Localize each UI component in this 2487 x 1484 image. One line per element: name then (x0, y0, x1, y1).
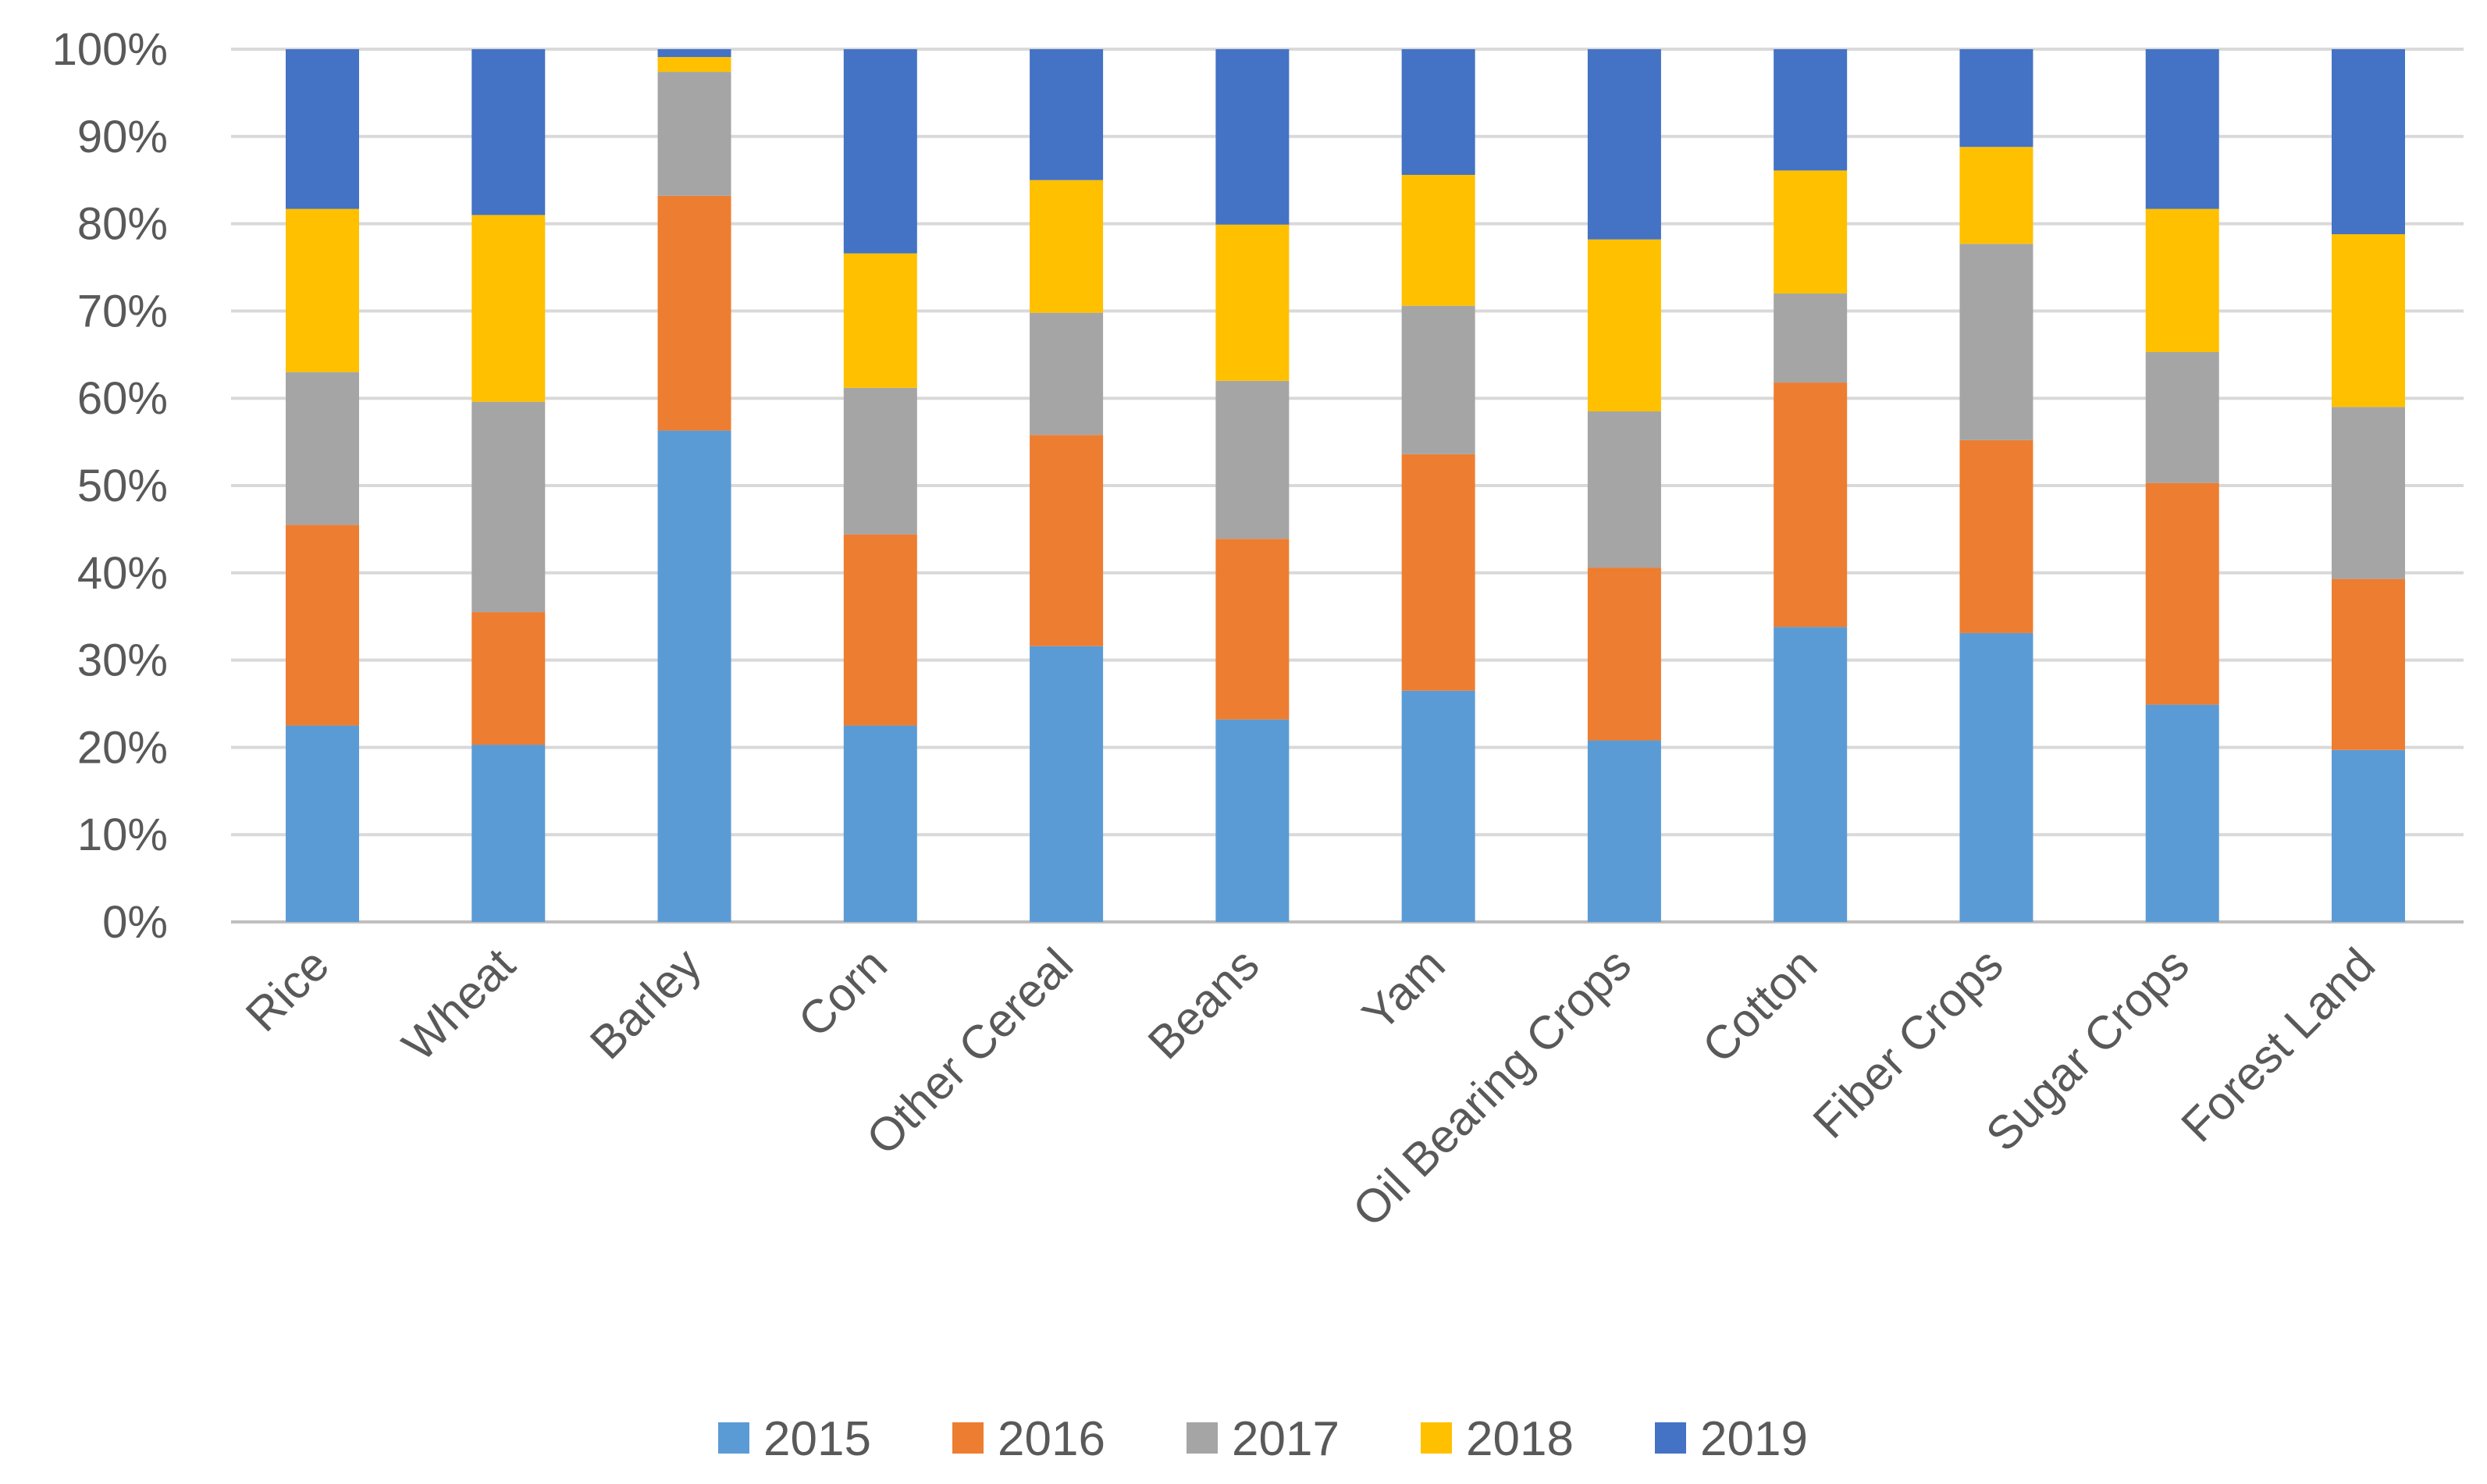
x-tick-label: Yam (1352, 938, 1454, 1041)
x-tick-label: Sugar Crops (1976, 938, 2199, 1162)
bar-corn-2017 (843, 387, 917, 535)
bar-rice-2018 (286, 208, 359, 372)
bar-beans-2016 (1215, 539, 1290, 720)
bar-cotton-2019 (1774, 49, 1848, 171)
bar-forest-land-2017 (2332, 407, 2405, 579)
x-tick-label: Fiber Crops (1803, 938, 2013, 1148)
bar-sugar-crops-2016 (2145, 482, 2219, 705)
bar-oil-bearing-crops-2018 (1587, 239, 1661, 411)
bar-beans-2018 (1215, 224, 1290, 381)
bar-other-cereal-2017 (1030, 312, 1104, 436)
x-tick-label: Cotton (1692, 938, 1827, 1073)
bar-yam-2018 (1401, 174, 1475, 306)
legend-label: 2018 (1466, 1412, 1574, 1466)
y-tick-label: 0% (102, 897, 168, 948)
bar-corn-2016 (843, 534, 917, 726)
bar-barley-2019 (657, 49, 731, 58)
bar-beans-2015 (1215, 719, 1290, 922)
bar-sugar-crops-2017 (2145, 351, 2219, 483)
bar-oil-bearing-crops-2019 (1587, 49, 1661, 240)
bar-fiber-crops-2017 (1959, 244, 2033, 440)
bar-beans-2017 (1215, 380, 1290, 539)
bar-oil-bearing-crops-2017 (1587, 411, 1661, 568)
bar-rice-2017 (286, 372, 359, 525)
bar-sugar-crops-2019 (2145, 49, 2219, 209)
bar-wheat-2019 (471, 49, 546, 215)
bar-barley-2016 (657, 195, 731, 431)
y-tick-label: 40% (77, 548, 168, 599)
bar-fiber-crops-2019 (1959, 49, 2033, 148)
bar-fiber-crops-2016 (1959, 440, 2033, 633)
bar-forest-land-2018 (2332, 234, 2405, 407)
legend: 2015 2016 2017 2018 2019 (718, 1412, 1808, 1466)
bar-beans-2019 (1215, 49, 1290, 225)
bar-fiber-crops-2015 (1959, 632, 2033, 922)
y-tick-label: 20% (77, 722, 168, 773)
bar-fiber-crops-2018 (1959, 147, 2033, 244)
bar-yam-2015 (1401, 690, 1475, 922)
bar-yam-2019 (1401, 49, 1475, 175)
y-tick-label: 100% (52, 24, 168, 75)
bar-rice-2015 (286, 725, 359, 922)
legend-swatch-2018 (1421, 1422, 1452, 1454)
y-tick-label: 90% (77, 112, 168, 162)
bar-wheat-2016 (471, 612, 546, 746)
bar-cotton-2017 (1774, 294, 1848, 383)
y-tick-label: 60% (77, 373, 168, 424)
bar-wheat-2018 (471, 215, 546, 402)
bar-oil-bearing-crops-2015 (1587, 740, 1661, 922)
bar-cotton-2018 (1774, 170, 1848, 294)
bar-other-cereal-2016 (1030, 435, 1104, 646)
bar-corn-2019 (843, 49, 917, 254)
bar-forest-land-2016 (2332, 578, 2405, 750)
bar-sugar-crops-2015 (2145, 704, 2219, 922)
y-tick-label: 50% (77, 461, 168, 511)
x-tick-label: Barley (580, 938, 711, 1069)
bar-sugar-crops-2018 (2145, 208, 2219, 352)
bar-barley-2015 (657, 430, 731, 922)
legend-swatch-2015 (718, 1422, 749, 1454)
bar-rice-2019 (286, 49, 359, 209)
gridlines (231, 48, 2464, 923)
legend-label: 2019 (1700, 1412, 1808, 1466)
bar-wheat-2015 (471, 745, 546, 922)
x-tick-label: Beans (1138, 938, 1269, 1069)
bar-other-cereal-2018 (1030, 180, 1104, 313)
bar-yam-2017 (1401, 305, 1475, 454)
x-tick-label: Forest Land (2171, 938, 2385, 1152)
x-tick-label: Wheat (392, 938, 525, 1071)
x-tick-label: Rice (236, 938, 339, 1041)
bar-forest-land-2015 (2332, 749, 2405, 922)
bar-other-cereal-2019 (1030, 49, 1104, 180)
bar-corn-2018 (843, 253, 917, 388)
y-tick-label: 80% (77, 199, 168, 250)
bar-oil-bearing-crops-2016 (1587, 568, 1661, 741)
bar-rice-2016 (286, 525, 359, 726)
y-tick-label: 10% (77, 810, 168, 860)
bar-cotton-2015 (1774, 627, 1848, 922)
legend-label: 2016 (998, 1412, 1105, 1466)
bar-barley-2017 (657, 72, 731, 196)
bar-cotton-2016 (1774, 383, 1848, 628)
bar-barley-2018 (657, 57, 731, 73)
legend-swatch-2019 (1655, 1422, 1686, 1454)
legend-swatch-2016 (952, 1422, 984, 1454)
legend-label: 2017 (1232, 1412, 1340, 1466)
bar-wheat-2017 (471, 401, 546, 613)
y-axis-ticks: 0% 10% 20% 30% 40% 50% 60% 70% 80% 90% 100% (52, 24, 168, 948)
bars (286, 49, 2405, 922)
bar-yam-2016 (1401, 454, 1475, 691)
y-tick-label: 30% (77, 635, 168, 686)
bar-forest-land-2019 (2332, 49, 2405, 235)
legend-swatch-2017 (1187, 1422, 1218, 1454)
bar-other-cereal-2015 (1030, 646, 1104, 922)
x-tick-label: Corn (788, 938, 897, 1047)
legend-label: 2015 (763, 1412, 871, 1466)
y-tick-label: 70% (77, 286, 168, 336)
bar-corn-2015 (843, 725, 917, 922)
